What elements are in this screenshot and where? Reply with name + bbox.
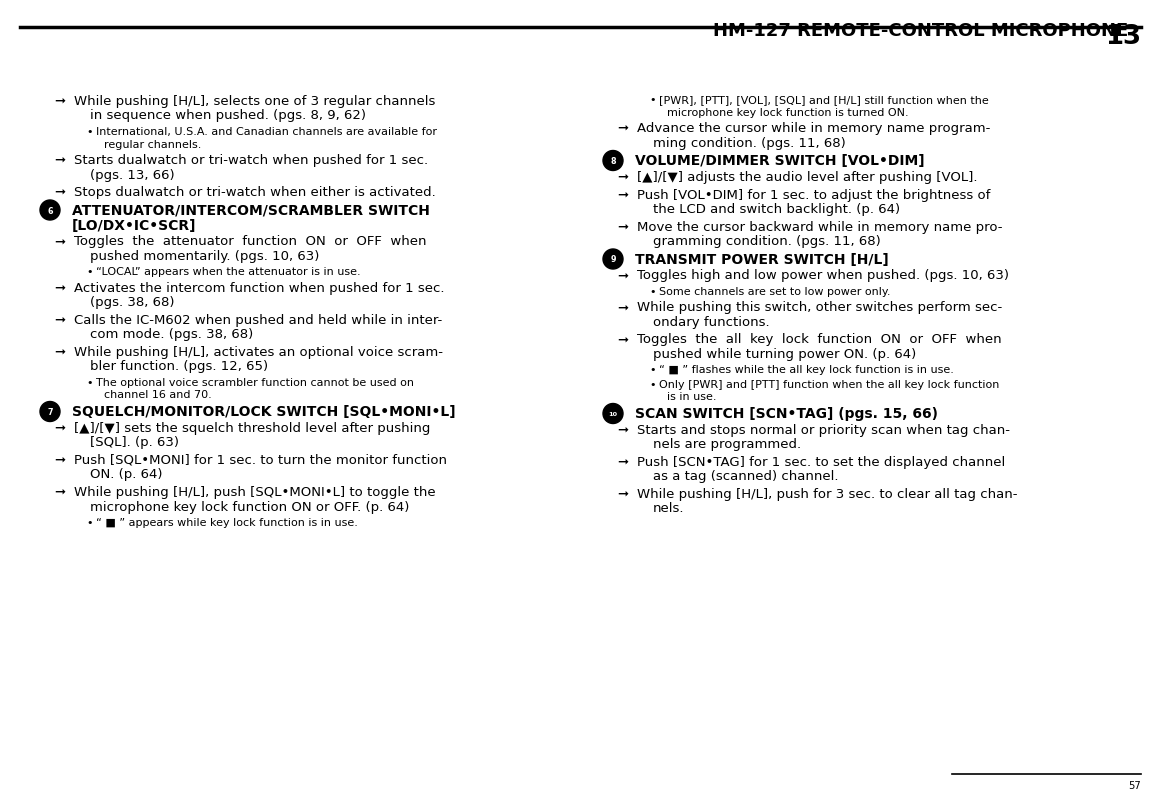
Text: ➞: ➞ bbox=[616, 488, 628, 500]
Text: microphone key lock function is turned ON.: microphone key lock function is turned O… bbox=[668, 107, 909, 117]
Text: 57: 57 bbox=[1128, 780, 1141, 790]
Text: ➞: ➞ bbox=[55, 186, 65, 199]
Text: Some channels are set to low power only.: Some channels are set to low power only. bbox=[659, 286, 890, 297]
Text: ➞: ➞ bbox=[55, 235, 65, 248]
Text: ondary functions.: ondary functions. bbox=[652, 316, 770, 329]
Text: is in use.: is in use. bbox=[668, 392, 716, 402]
Text: While pushing [H/L], selects one of 3 regular channels: While pushing [H/L], selects one of 3 re… bbox=[74, 95, 435, 107]
Text: •: • bbox=[86, 267, 93, 277]
Text: pushed momentarily. (pgs. 10, 63): pushed momentarily. (pgs. 10, 63) bbox=[91, 249, 319, 263]
Text: ➞: ➞ bbox=[616, 188, 628, 201]
Text: Toggles  the  attenuator  function  ON  or  OFF  when: Toggles the attenuator function ON or OF… bbox=[74, 235, 426, 248]
Text: microphone key lock function ON or OFF. (p. 64): microphone key lock function ON or OFF. … bbox=[91, 500, 410, 512]
Text: Advance the cursor while in memory name program-: Advance the cursor while in memory name … bbox=[637, 122, 990, 135]
Text: •: • bbox=[649, 286, 656, 297]
Text: Push [SCN•TAG] for 1 sec. to set the displayed channel: Push [SCN•TAG] for 1 sec. to set the dis… bbox=[637, 456, 1005, 468]
Text: ON. (p. 64): ON. (p. 64) bbox=[91, 468, 163, 481]
Text: ➞: ➞ bbox=[55, 485, 65, 498]
Text: SCAN SWITCH [SCN•TAG] (pgs. 15, 66): SCAN SWITCH [SCN•TAG] (pgs. 15, 66) bbox=[635, 407, 938, 420]
Text: the LCD and switch backlight. (p. 64): the LCD and switch backlight. (p. 64) bbox=[652, 203, 900, 216]
Text: ATTENUATOR/INTERCOM/SCRAMBLER SWITCH: ATTENUATOR/INTERCOM/SCRAMBLER SWITCH bbox=[72, 203, 430, 217]
Text: ming condition. (pgs. 11, 68): ming condition. (pgs. 11, 68) bbox=[652, 136, 845, 149]
Text: ➞: ➞ bbox=[616, 221, 628, 233]
Text: 7: 7 bbox=[48, 407, 52, 416]
Text: [▲]/[▼] sets the squelch threshold level after pushing: [▲]/[▼] sets the squelch threshold level… bbox=[74, 422, 431, 435]
Text: While pushing this switch, other switches perform sec-: While pushing this switch, other switche… bbox=[637, 301, 1002, 314]
Text: •: • bbox=[86, 517, 93, 528]
Text: (pgs. 38, 68): (pgs. 38, 68) bbox=[91, 296, 174, 309]
Text: ➞: ➞ bbox=[616, 301, 628, 314]
Text: ➞: ➞ bbox=[55, 422, 65, 435]
Text: HM-127 REMOTE-CONTROL MICROPHONE: HM-127 REMOTE-CONTROL MICROPHONE bbox=[713, 22, 1141, 40]
Text: “ ■ ” appears while key lock function is in use.: “ ■ ” appears while key lock function is… bbox=[96, 517, 358, 528]
Text: Toggles high and low power when pushed. (pgs. 10, 63): Toggles high and low power when pushed. … bbox=[637, 269, 1009, 282]
Text: SQUELCH/MONITOR/LOCK SWITCH [SQL•MONI•L]: SQUELCH/MONITOR/LOCK SWITCH [SQL•MONI•L] bbox=[72, 404, 455, 419]
Text: ➞: ➞ bbox=[55, 346, 65, 358]
Text: 9: 9 bbox=[611, 255, 615, 264]
Text: Stops dualwatch or tri-watch when either is activated.: Stops dualwatch or tri-watch when either… bbox=[74, 186, 435, 199]
Text: “ ■ ” flashes while the all key lock function is in use.: “ ■ ” flashes while the all key lock fun… bbox=[659, 365, 954, 375]
Text: as a tag (scanned) channel.: as a tag (scanned) channel. bbox=[652, 470, 838, 483]
Text: Activates the intercom function when pushed for 1 sec.: Activates the intercom function when pus… bbox=[74, 282, 445, 294]
Text: ➞: ➞ bbox=[616, 423, 628, 436]
Text: 6: 6 bbox=[48, 206, 52, 215]
Text: gramming condition. (pgs. 11, 68): gramming condition. (pgs. 11, 68) bbox=[652, 235, 881, 248]
Text: 8: 8 bbox=[611, 157, 615, 166]
Text: While pushing [H/L], push [SQL•MONI•L] to toggle the: While pushing [H/L], push [SQL•MONI•L] t… bbox=[74, 485, 435, 498]
Text: •: • bbox=[86, 378, 93, 387]
Text: 10: 10 bbox=[608, 411, 618, 416]
Text: nels.: nels. bbox=[652, 502, 685, 515]
Text: ➞: ➞ bbox=[616, 456, 628, 468]
Circle shape bbox=[39, 402, 60, 422]
Text: [LO/DX•IC•SCR]: [LO/DX•IC•SCR] bbox=[72, 218, 196, 233]
Text: While pushing [H/L], activates an optional voice scram-: While pushing [H/L], activates an option… bbox=[74, 346, 444, 358]
Text: ➞: ➞ bbox=[55, 282, 65, 294]
Text: [▲]/[▼] adjusts the audio level after pushing [VOL].: [▲]/[▼] adjusts the audio level after pu… bbox=[637, 171, 978, 184]
Text: ➞: ➞ bbox=[55, 95, 65, 107]
Text: VOLUME/DIMMER SWITCH [VOL•DIM]: VOLUME/DIMMER SWITCH [VOL•DIM] bbox=[635, 154, 924, 168]
Text: [SQL]. (p. 63): [SQL]. (p. 63) bbox=[91, 436, 179, 449]
Text: [PWR], [PTT], [VOL], [SQL] and [H/L] still function when the: [PWR], [PTT], [VOL], [SQL] and [H/L] sti… bbox=[659, 95, 989, 105]
Text: International, U.S.A. and Canadian channels are available for: International, U.S.A. and Canadian chann… bbox=[96, 127, 437, 137]
Text: •: • bbox=[86, 127, 93, 137]
Text: ➞: ➞ bbox=[616, 333, 628, 346]
Circle shape bbox=[603, 404, 623, 424]
Text: Starts and stops normal or priority scan when tag chan-: Starts and stops normal or priority scan… bbox=[637, 423, 1010, 436]
Text: pushed while turning power ON. (p. 64): pushed while turning power ON. (p. 64) bbox=[652, 347, 916, 361]
Text: regular channels.: regular channels. bbox=[104, 140, 201, 149]
Text: ➞: ➞ bbox=[55, 154, 65, 167]
Text: (pgs. 13, 66): (pgs. 13, 66) bbox=[91, 168, 174, 181]
Circle shape bbox=[39, 200, 60, 221]
Text: Only [PWR] and [PTT] function when the all key lock function: Only [PWR] and [PTT] function when the a… bbox=[659, 379, 1000, 390]
Text: ➞: ➞ bbox=[616, 171, 628, 184]
Text: While pushing [H/L], push for 3 sec. to clear all tag chan-: While pushing [H/L], push for 3 sec. to … bbox=[637, 488, 1017, 500]
Text: Push [SQL•MONI] for 1 sec. to turn the monitor function: Push [SQL•MONI] for 1 sec. to turn the m… bbox=[74, 453, 447, 467]
Text: Push [VOL•DIM] for 1 sec. to adjust the brightness of: Push [VOL•DIM] for 1 sec. to adjust the … bbox=[637, 188, 990, 201]
Text: Starts dualwatch or tri-watch when pushed for 1 sec.: Starts dualwatch or tri-watch when pushe… bbox=[74, 154, 428, 167]
Circle shape bbox=[603, 152, 623, 172]
Text: 13: 13 bbox=[1105, 24, 1141, 50]
Text: in sequence when pushed. (pgs. 8, 9, 62): in sequence when pushed. (pgs. 8, 9, 62) bbox=[91, 109, 366, 123]
Text: com mode. (pgs. 38, 68): com mode. (pgs. 38, 68) bbox=[91, 328, 253, 341]
Text: bler function. (pgs. 12, 65): bler function. (pgs. 12, 65) bbox=[91, 360, 268, 373]
Text: •: • bbox=[649, 95, 656, 105]
Text: ➞: ➞ bbox=[55, 453, 65, 467]
Circle shape bbox=[603, 249, 623, 269]
Text: nels are programmed.: nels are programmed. bbox=[652, 438, 801, 451]
Text: ➞: ➞ bbox=[55, 314, 65, 326]
Text: •: • bbox=[649, 365, 656, 375]
Text: Move the cursor backward while in memory name pro-: Move the cursor backward while in memory… bbox=[637, 221, 1002, 233]
Text: The optional voice scrambler function cannot be used on: The optional voice scrambler function ca… bbox=[96, 378, 414, 387]
Text: Calls the IC-M602 when pushed and held while in inter-: Calls the IC-M602 when pushed and held w… bbox=[74, 314, 442, 326]
Text: •: • bbox=[649, 379, 656, 390]
Text: channel 16 and 70.: channel 16 and 70. bbox=[104, 390, 211, 400]
Text: “LOCAL” appears when the attenuator is in use.: “LOCAL” appears when the attenuator is i… bbox=[96, 267, 361, 277]
Text: ➞: ➞ bbox=[616, 122, 628, 135]
Text: Toggles  the  all  key  lock  function  ON  or  OFF  when: Toggles the all key lock function ON or … bbox=[637, 333, 1002, 346]
Text: TRANSMIT POWER SWITCH [H/L]: TRANSMIT POWER SWITCH [H/L] bbox=[635, 252, 889, 266]
Text: ➞: ➞ bbox=[616, 269, 628, 282]
